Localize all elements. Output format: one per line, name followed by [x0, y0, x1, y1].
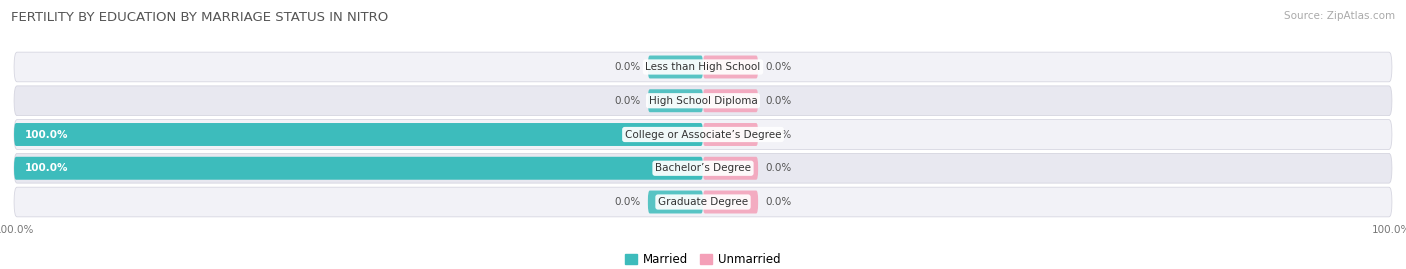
Text: 100.0%: 100.0%	[24, 163, 67, 173]
Text: Graduate Degree: Graduate Degree	[658, 197, 748, 207]
FancyBboxPatch shape	[14, 153, 1392, 183]
Text: 0.0%: 0.0%	[614, 62, 641, 72]
FancyBboxPatch shape	[14, 123, 703, 146]
FancyBboxPatch shape	[703, 89, 758, 112]
Text: College or Associate’s Degree: College or Associate’s Degree	[624, 129, 782, 140]
FancyBboxPatch shape	[648, 55, 703, 79]
Text: FERTILITY BY EDUCATION BY MARRIAGE STATUS IN NITRO: FERTILITY BY EDUCATION BY MARRIAGE STATU…	[11, 11, 388, 24]
FancyBboxPatch shape	[14, 120, 1392, 149]
Text: 0.0%: 0.0%	[765, 197, 792, 207]
Text: 0.0%: 0.0%	[765, 129, 792, 140]
Text: Less than High School: Less than High School	[645, 62, 761, 72]
FancyBboxPatch shape	[703, 190, 758, 214]
Text: 0.0%: 0.0%	[765, 96, 792, 106]
FancyBboxPatch shape	[648, 190, 703, 214]
Text: 0.0%: 0.0%	[614, 96, 641, 106]
FancyBboxPatch shape	[703, 157, 758, 180]
Text: 0.0%: 0.0%	[765, 163, 792, 173]
FancyBboxPatch shape	[703, 123, 758, 146]
Text: Bachelor’s Degree: Bachelor’s Degree	[655, 163, 751, 173]
Text: 0.0%: 0.0%	[765, 62, 792, 72]
Text: High School Diploma: High School Diploma	[648, 96, 758, 106]
FancyBboxPatch shape	[14, 187, 1392, 217]
FancyBboxPatch shape	[648, 89, 703, 112]
Legend: Married, Unmarried: Married, Unmarried	[626, 253, 780, 266]
Text: 100.0%: 100.0%	[24, 129, 67, 140]
FancyBboxPatch shape	[14, 52, 1392, 82]
Text: Source: ZipAtlas.com: Source: ZipAtlas.com	[1284, 11, 1395, 21]
FancyBboxPatch shape	[14, 86, 1392, 116]
FancyBboxPatch shape	[703, 55, 758, 79]
FancyBboxPatch shape	[14, 157, 703, 180]
Text: 0.0%: 0.0%	[614, 197, 641, 207]
